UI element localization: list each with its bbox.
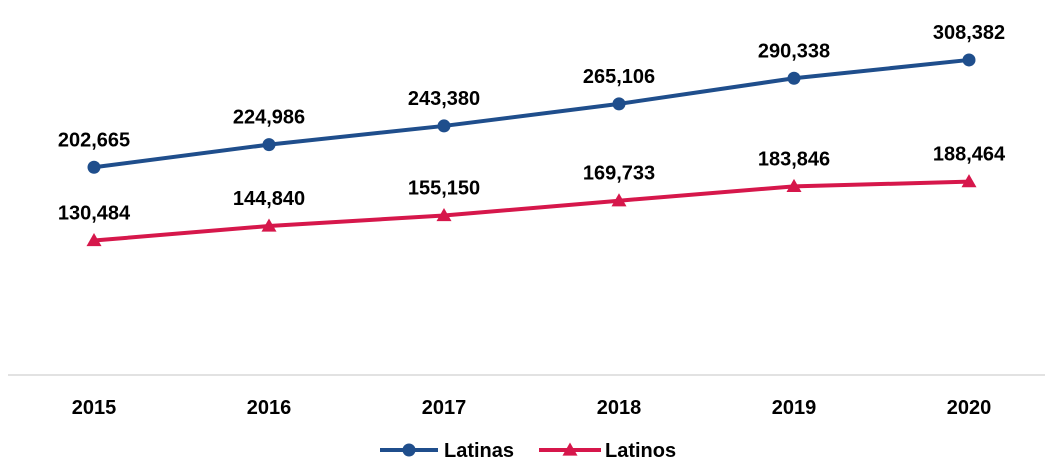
- x-tick-label-2020: 2020: [947, 397, 992, 419]
- legend-marker-latinas: [402, 443, 416, 457]
- data-point-latinas-2017: [437, 119, 451, 133]
- x-tick-labels: 2015 2016 2017 2018 2019 2020: [72, 397, 992, 419]
- data-point-latinas-2016: [262, 138, 276, 152]
- data-point-latinos-2017: [436, 207, 452, 222]
- series-layer: [86, 53, 977, 247]
- data-label-latinas-2015: 202,665: [58, 129, 130, 151]
- legend-marker-latinos: [562, 442, 578, 456]
- data-point-latinos-2020: [961, 174, 977, 188]
- x-tick-label-2015: 2015: [72, 397, 117, 419]
- data-point-latinas-2020: [962, 53, 976, 67]
- data-label-latinas-2017: 243,380: [408, 88, 480, 110]
- data-label-latinos-2018: 169,733: [583, 163, 655, 185]
- legend-label-latinas: Latinas: [444, 440, 514, 462]
- data-label-latinos-2016: 144,840: [233, 188, 305, 210]
- data-point-latinos-2018: [611, 193, 627, 207]
- data-point-latinas-2018: [612, 97, 626, 111]
- data-label-latinas-2018: 265,106: [583, 66, 655, 88]
- legend-label-latinos: Latinos: [605, 440, 676, 462]
- x-tick-label-2019: 2019: [772, 397, 817, 419]
- data-label-latinos-2017: 155,150: [408, 177, 480, 199]
- x-tick-label-2018: 2018: [597, 397, 642, 419]
- data-label-latinos-2019: 183,846: [758, 148, 830, 170]
- legend: Latinas Latinos: [380, 440, 676, 462]
- data-point-latinos-2016: [261, 218, 277, 232]
- data-point-latinas-2019: [787, 71, 801, 85]
- x-tick-label-2016: 2016: [247, 397, 292, 419]
- data-label-latinas-2020: 308,382: [933, 22, 1005, 44]
- data-point-latinos-2019: [786, 178, 802, 192]
- data-label-latinos-2020: 188,464: [933, 144, 1006, 166]
- data-label-layer: 202,665 224,986 243,380 265,106 290,338 308,3…: [58, 22, 1006, 225]
- data-label-latinas-2019: 290,338: [758, 40, 830, 62]
- data-label-latinas-2016: 224,986: [233, 107, 305, 129]
- x-tick-label-2017: 2017: [422, 397, 467, 419]
- data-point-latinas-2015: [87, 160, 101, 174]
- series-line-latinas: [92, 57, 971, 170]
- data-point-latinos-2015: [86, 233, 102, 247]
- data-label-latinos-2015: 130,484: [58, 203, 131, 225]
- series-line-latinos: [92, 179, 971, 243]
